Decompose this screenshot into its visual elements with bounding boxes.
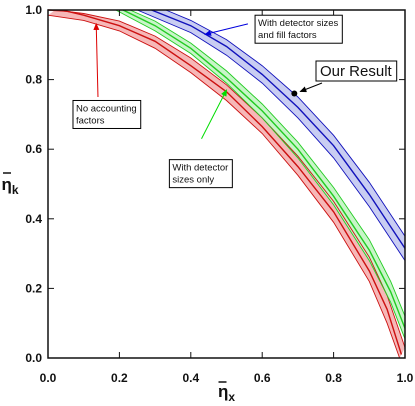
x-axis-label: ηx: [218, 382, 235, 404]
x-tick-label: 0.2: [111, 371, 128, 385]
y-tick-label: 1.0: [25, 3, 42, 17]
series-0-lower-line: [47, 14, 401, 359]
annotation-2-arrow: [204, 23, 249, 36]
our-result-arrow: [299, 82, 323, 93]
y-tick-label: 0.4: [25, 212, 42, 226]
annotation-1-box: [168, 159, 233, 189]
our-result-label: Our Result: [320, 63, 393, 80]
x-tick-label: 0.0: [40, 371, 57, 385]
y-axis: 0.0 0.2 0.4 0.6 0.8 1.0: [25, 3, 405, 365]
series-1-upper-line: [129, 9, 406, 317]
x-tick-label: 0.8: [325, 371, 342, 385]
series-2-center-line: [151, 9, 406, 249]
annotation-0-box: [72, 99, 142, 129]
our-result-point: [291, 90, 298, 97]
annotation-1-arrow: [201, 89, 227, 139]
annotation-0-line-1: factors: [76, 115, 105, 126]
y-tick-label: 0.6: [25, 142, 42, 156]
x-axis: 0.0 0.2 0.4 0.6 0.8 1.0: [40, 10, 414, 385]
series-2-lower-line: [137, 9, 406, 261]
plot-frame: [47, 9, 406, 359]
x-axis-label-subscript: x: [228, 390, 235, 404]
y-axis-label: ηk: [1, 175, 18, 197]
series-2-upper-line: [165, 9, 406, 237]
series-1-lower-line: [115, 9, 406, 340]
series-0-upper-line: [55, 9, 406, 348]
y-axis-label-subscript: k: [12, 183, 19, 197]
x-tick-label: 0.6: [254, 371, 271, 385]
annotation-0-arrow: [93, 22, 100, 98]
annotation-1-line-1: sizes only: [172, 175, 214, 186]
series-lines: [47, 9, 406, 359]
y-tick-label: 0.2: [25, 281, 42, 295]
y-tick-label: 0.8: [25, 73, 42, 87]
annotation-1-line-0: With detector: [172, 163, 228, 174]
y-tick-label: 0.0: [25, 351, 42, 365]
x-tick-label: 1.0: [397, 371, 414, 385]
x-tick-label: 0.4: [182, 371, 199, 385]
x-axis-label-symbol: η: [218, 382, 228, 401]
annotation-2-line-0: With detector sizes: [258, 18, 338, 29]
our-result-label-box: [315, 60, 398, 82]
annotation-2-box: [254, 14, 343, 44]
y-axis-label-symbol: η: [1, 175, 11, 194]
annotation-2-line-1: and fill factors: [258, 30, 317, 41]
series-1-center-line: [122, 9, 406, 329]
annotation-0-line-0: No accounting: [76, 103, 137, 114]
